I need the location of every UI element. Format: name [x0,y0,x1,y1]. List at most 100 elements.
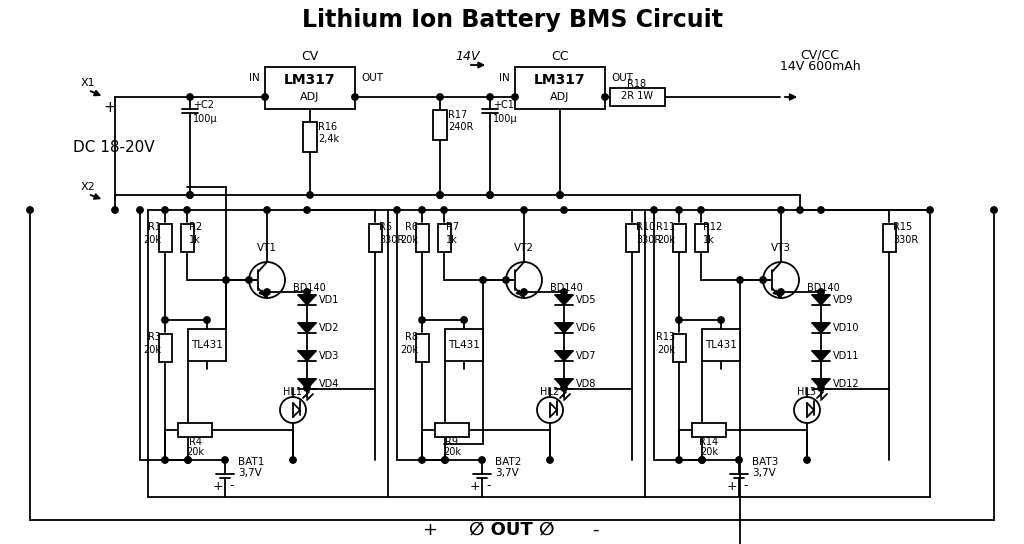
Text: 20k: 20k [400,345,418,355]
Circle shape [736,457,742,463]
Bar [609,88,665,106]
Text: 20k: 20k [400,235,418,245]
Text: ∅ OUT ∅: ∅ OUT ∅ [469,521,555,539]
Bar [883,224,896,252]
Text: R11: R11 [656,222,675,232]
Text: 20k: 20k [700,447,718,457]
Bar [303,122,317,152]
Text: VD3: VD3 [319,351,339,361]
Circle shape [437,94,443,100]
Circle shape [718,317,724,323]
Bar [515,67,605,109]
Circle shape [561,385,567,391]
Circle shape [223,277,229,283]
Text: ADJ: ADJ [550,92,569,102]
Text: Lithium Ion Battery BMS Circuit: Lithium Ion Battery BMS Circuit [301,8,723,32]
Circle shape [184,457,191,463]
Circle shape [27,207,33,213]
Circle shape [394,207,400,213]
Polygon shape [555,295,573,305]
Text: BAT3: BAT3 [752,457,778,467]
Circle shape [304,289,310,295]
Circle shape [561,207,567,213]
Circle shape [352,94,358,100]
Text: VD9: VD9 [833,295,853,305]
Text: R4: R4 [188,437,202,447]
Text: 2,4k: 2,4k [318,134,339,144]
Text: HL2: HL2 [540,387,559,397]
Bar [435,423,469,437]
Text: 330R: 330R [636,235,662,245]
Text: +: + [727,479,737,492]
Circle shape [521,289,527,295]
Circle shape [698,457,706,463]
Text: 100μ: 100μ [193,114,218,124]
Bar [692,423,726,437]
Text: +: + [470,479,480,492]
Circle shape [262,94,268,100]
Polygon shape [298,379,316,389]
Text: R3: R3 [148,332,161,342]
Bar [673,334,685,362]
Text: BD140: BD140 [807,283,840,293]
Polygon shape [555,323,573,333]
Circle shape [797,207,803,213]
Bar [445,329,483,361]
Circle shape [304,207,310,213]
Bar [626,224,639,252]
Circle shape [186,192,194,198]
Polygon shape [812,379,830,389]
Circle shape [264,289,270,295]
Circle shape [676,207,682,213]
Text: 1k: 1k [189,235,201,245]
Text: 20k: 20k [443,447,461,457]
Text: X1: X1 [81,78,95,88]
Text: R15: R15 [893,222,912,232]
Circle shape [437,192,443,198]
Circle shape [186,94,194,100]
Circle shape [818,207,824,213]
Bar [694,224,708,252]
Text: LM317: LM317 [285,73,336,87]
Circle shape [112,207,118,213]
Circle shape [676,317,682,323]
Polygon shape [812,351,830,361]
Circle shape [183,207,190,213]
Circle shape [186,192,194,198]
Text: VT3: VT3 [771,243,791,253]
Text: 330R: 330R [379,235,404,245]
Circle shape [778,207,784,213]
Circle shape [461,317,467,323]
Circle shape [440,207,447,213]
Text: X2: X2 [81,182,95,192]
Text: VD6: VD6 [575,323,596,333]
Circle shape [927,207,933,213]
Text: R13: R13 [656,332,675,342]
Circle shape [557,192,563,198]
Bar [433,110,447,140]
Text: -: - [229,479,234,492]
Text: VD5: VD5 [575,295,597,305]
Circle shape [676,457,682,463]
Text: DC 18-20V: DC 18-20V [73,140,155,156]
Circle shape [651,207,657,213]
Circle shape [991,207,997,213]
Text: VD10: VD10 [833,323,859,333]
Text: OUT: OUT [611,73,633,83]
Text: -: - [592,521,598,539]
Text: 14V: 14V [456,51,480,64]
Text: +: + [213,479,223,492]
Text: 3,7V: 3,7V [238,468,262,478]
Text: ADJ: ADJ [300,92,319,102]
Text: CC: CC [551,51,568,64]
Text: -: - [743,479,749,492]
Circle shape [441,457,449,463]
Bar [702,329,740,361]
Text: BD140: BD140 [550,283,583,293]
Text: R17: R17 [449,110,467,120]
Text: VD1: VD1 [319,295,339,305]
Circle shape [521,207,527,213]
Circle shape [818,385,824,391]
Circle shape [137,207,143,213]
Text: R5: R5 [379,222,392,232]
